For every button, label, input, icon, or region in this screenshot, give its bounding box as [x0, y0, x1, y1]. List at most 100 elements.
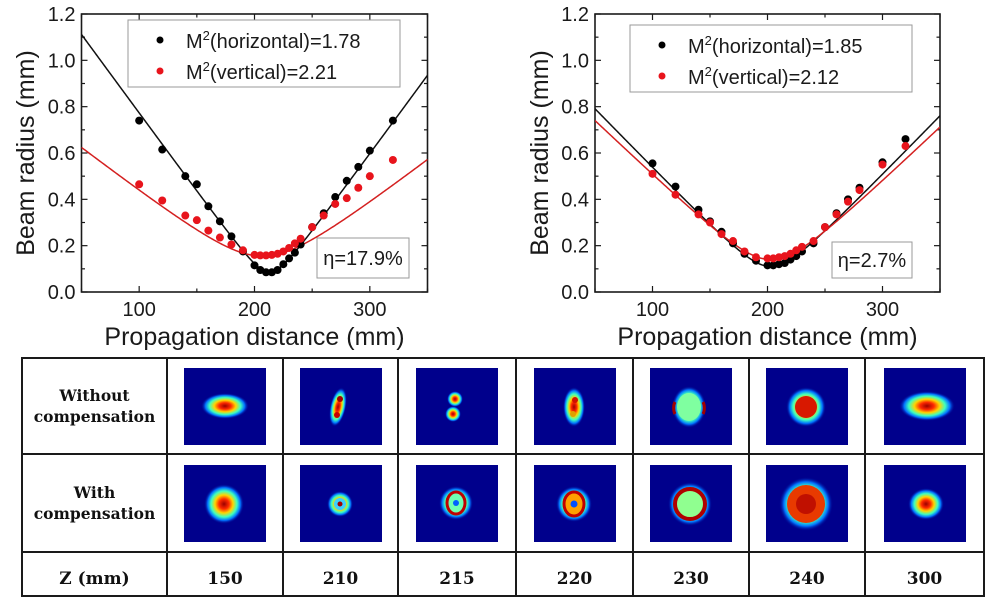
- beam-cell: [515, 357, 634, 455]
- beam-image-with-210: [299, 464, 382, 542]
- data-point-horizontal: [901, 135, 910, 144]
- x-tick-label: 100: [636, 299, 669, 321]
- beam-image-with-240: [766, 464, 848, 542]
- y-tick-label: 1.0: [48, 50, 76, 72]
- beam-cell: [748, 453, 866, 553]
- data-point-horizontal: [204, 202, 213, 211]
- beam-cell: [166, 357, 284, 455]
- beam-cell: [282, 357, 399, 455]
- z-value: 215: [397, 551, 517, 597]
- beam-image-without-210: [299, 367, 382, 445]
- data-point-vertical: [238, 246, 247, 255]
- legend-label-main: M: [688, 67, 705, 89]
- data-point-vertical: [809, 237, 818, 246]
- data-point-vertical: [792, 246, 801, 255]
- data-point-vertical: [262, 251, 271, 260]
- data-point-horizontal: [227, 232, 236, 241]
- beam-cell: [282, 453, 399, 553]
- annotation-text: η=17.9%: [323, 248, 403, 270]
- legend-label-superscript: 2: [705, 33, 712, 48]
- data-point-horizontal: [290, 248, 299, 257]
- data-point-horizontal: [331, 193, 340, 202]
- annotation-box: [316, 237, 410, 279]
- y-axis-title: Beam radius (mm): [12, 50, 40, 256]
- legend-marker: [658, 72, 666, 80]
- y-tick-label: 0.4: [561, 189, 589, 211]
- data-point-vertical: [901, 142, 910, 151]
- legend-label-rest: (vertical)=2.12: [712, 67, 839, 89]
- data-point-vertical: [354, 183, 363, 192]
- row-label-without: Without compensation: [21, 357, 168, 455]
- annotation-box: [831, 241, 913, 279]
- plot-area: [595, 108, 940, 270]
- x-tick-label: 200: [751, 299, 784, 321]
- data-point-vertical: [706, 218, 714, 227]
- table-row-with: With compensation: [21, 453, 985, 553]
- row-label-with: With compensation: [21, 453, 168, 553]
- row-label-line1: With: [73, 483, 116, 502]
- data-point-horizontal: [192, 180, 201, 189]
- row-label-line2: compensation: [33, 407, 156, 426]
- beam-profile-table: Without compensation With compensation Z…: [21, 357, 985, 597]
- data-point-vertical: [763, 254, 772, 263]
- x-axis-title: Propagation distance (mm): [617, 323, 917, 350]
- data-point-vertical: [279, 247, 288, 256]
- legend-label-superscript: 2: [203, 28, 210, 43]
- y-tick-label: 1.2: [561, 4, 589, 26]
- data-point-vertical: [786, 249, 795, 258]
- x-tick-label: 300: [353, 299, 386, 321]
- legend-label-superscript: 2: [203, 59, 210, 74]
- data-point-vertical: [844, 197, 852, 206]
- data-point-vertical: [331, 199, 340, 208]
- beam-image-without-215: [416, 367, 498, 445]
- data-point-vertical: [694, 210, 703, 219]
- data-point-horizontal: [250, 261, 259, 270]
- beam-cell: [864, 357, 985, 455]
- legend-label-main: M: [186, 62, 203, 84]
- legend-box: [629, 24, 913, 93]
- data-point-horizontal: [763, 261, 772, 270]
- legend-box: [127, 19, 401, 88]
- data-point-vertical: [729, 237, 737, 246]
- z-value: 150: [166, 551, 284, 597]
- plot-area: [81, 34, 428, 277]
- y-tick-label: 0.2: [561, 236, 589, 258]
- legend-label-superscript: 2: [705, 64, 712, 79]
- fit-line-vertical: [595, 119, 940, 261]
- data-point-vertical: [740, 247, 749, 256]
- data-point-horizontal: [279, 260, 288, 269]
- legend-label: M2(vertical)=2.12: [688, 64, 839, 89]
- data-point-horizontal: [262, 268, 271, 277]
- z-value: 240: [748, 551, 866, 597]
- beam-cell: [632, 453, 750, 553]
- data-point-vertical: [135, 180, 144, 189]
- legend-label: M2(horizontal)=1.78: [186, 28, 361, 53]
- chart-with-compensation-fit: 100 200 300 0.0 0.2 0.4 0.6 0.8 1.0 1.2 Propagatio…: [526, 4, 941, 350]
- legend-label-main: M: [688, 36, 705, 58]
- data-point-vertical: [752, 253, 760, 262]
- y-tick-label: 0.6: [48, 143, 76, 165]
- data-point-vertical: [878, 160, 887, 169]
- beam-image-without-300: [883, 367, 966, 445]
- beam-image-without-230: [650, 367, 732, 445]
- x-tick-label: 200: [238, 299, 271, 321]
- beam-cell: [748, 357, 866, 455]
- table-row-without: Without compensation: [21, 357, 985, 455]
- beam-image-without-240: [766, 367, 848, 445]
- data-point-horizontal: [215, 217, 224, 226]
- z-value: 230: [632, 551, 750, 597]
- data-point-horizontal: [354, 162, 363, 171]
- data-point-vertical: [181, 211, 190, 220]
- y-tick-label: 0.8: [48, 97, 76, 119]
- beam-cell: [515, 453, 634, 553]
- data-point-vertical: [319, 211, 328, 220]
- beam-image-without-150: [184, 367, 266, 445]
- data-point-horizontal: [158, 145, 167, 154]
- data-point-vertical: [215, 233, 224, 242]
- y-tick-label: 0.0: [561, 282, 589, 304]
- x-axis-title: Propagation distance (mm): [104, 323, 404, 350]
- beam-cell: [864, 453, 985, 553]
- legend-marker: [156, 36, 164, 44]
